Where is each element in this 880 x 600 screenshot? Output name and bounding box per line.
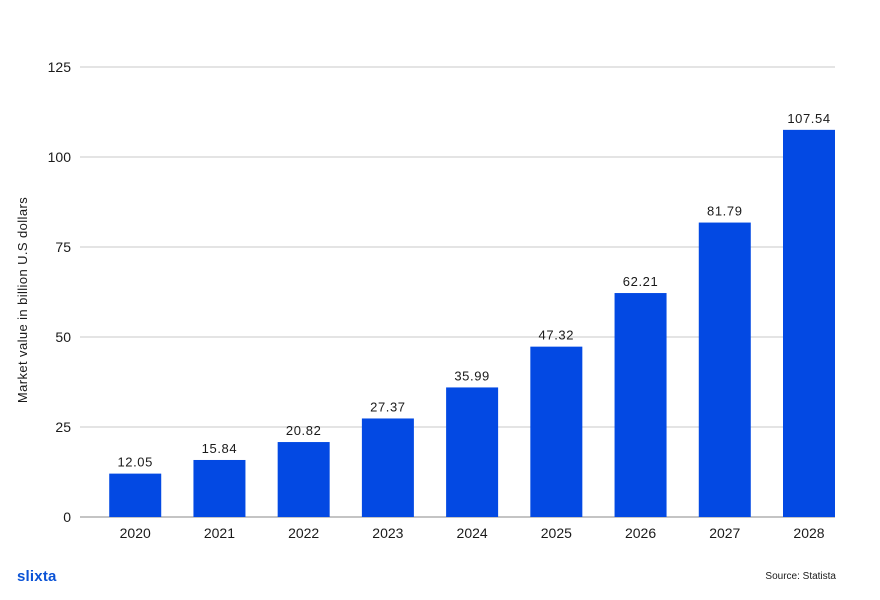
bar-2022 [277, 442, 330, 517]
value-label: 35.99 [454, 368, 490, 383]
x-tick-label: 2028 [793, 525, 824, 541]
y-axis-label: Market value in billion U.S dollars [15, 197, 30, 403]
x-tick-label: 2024 [457, 525, 488, 541]
x-tick-label: 2020 [120, 525, 151, 541]
bar-2023 [361, 418, 414, 517]
x-tick-label: 2025 [541, 525, 572, 541]
x-tick-label: 2022 [288, 525, 319, 541]
y-tick-label: 25 [55, 419, 71, 435]
bar-2024 [446, 387, 499, 517]
bars [109, 129, 835, 517]
y-tick-label: 100 [48, 149, 72, 165]
bar-2026 [614, 293, 667, 517]
bar-2020 [109, 473, 162, 517]
y-tick-label: 75 [55, 239, 71, 255]
y-axis-ticks: 0 25 50 75 100 125 [48, 59, 72, 525]
source-note: Source: Statista [765, 571, 836, 582]
value-label: 81.79 [707, 204, 743, 219]
slixta-logo: slixta [17, 568, 57, 585]
value-label: 20.82 [286, 423, 322, 438]
value-labels: 12.05 15.84 20.82 27.37 35.99 47.32 62.21 81.79… [117, 111, 830, 470]
x-tick-label: 2027 [709, 525, 740, 541]
x-tick-label: 2023 [372, 525, 403, 541]
value-label: 15.84 [202, 441, 238, 456]
y-tick-label: 0 [63, 509, 71, 525]
bar-2027 [698, 222, 751, 517]
bar-2021 [193, 459, 246, 517]
x-tick-label: 2026 [625, 525, 656, 541]
value-label: 47.32 [539, 328, 575, 343]
bar-2025 [530, 346, 583, 517]
x-tick-label: 2021 [204, 525, 235, 541]
value-label: 12.05 [117, 455, 153, 470]
y-tick-label: 50 [55, 329, 71, 345]
bar-2028 [783, 129, 835, 517]
y-tick-label: 125 [48, 59, 72, 75]
x-axis-ticks: 2020 2021 2022 2023 2024 2025 2026 2027 2028 [120, 525, 825, 541]
value-label: 27.37 [370, 399, 406, 414]
value-label: 62.21 [623, 274, 659, 289]
value-label: 107.54 [787, 111, 830, 126]
